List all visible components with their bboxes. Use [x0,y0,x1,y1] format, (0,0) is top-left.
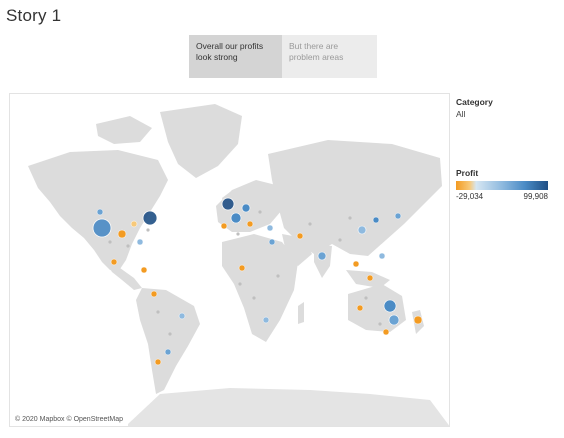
city-dot [156,310,160,314]
city-dot [126,244,130,248]
map-attribution[interactable]: © 2020 Mapbox © OpenStreetMap [15,416,123,423]
profit-mark-indonesia[interactable] [366,274,374,282]
land-madagascar [298,302,304,324]
profit-mark-italy[interactable] [246,220,254,228]
city-dot [108,240,112,244]
category-filter-value[interactable]: All [456,109,466,119]
profit-mark-new-zealand[interactable] [413,315,423,325]
story-point-1[interactable]: Overall our profits look strong [189,35,282,78]
profit-mark-china[interactable] [357,225,367,235]
city-dot [168,332,172,336]
city-dot [378,322,382,326]
world-map-svg [28,104,449,426]
land-india [314,244,332,278]
city-dot [364,296,368,300]
profit-mark-china-east[interactable] [372,216,380,224]
profit-mark-southeast-asia[interactable] [352,260,360,268]
land-africa [222,234,298,342]
land-australia [348,284,406,332]
city-dot [146,228,150,232]
category-filter[interactable]: Category All [456,97,493,119]
profit-mark-india[interactable] [317,251,327,261]
profit-mark-us-south[interactable] [136,238,144,246]
profit-mark-japan[interactable] [394,212,402,220]
land-antarctica [128,388,449,426]
story-title: Story 1 [6,6,62,25]
profit-mark-canada[interactable] [96,208,104,216]
land-south-america [136,288,200,394]
city-dot [258,210,262,214]
profit-mark-turkey[interactable] [266,224,274,232]
city-dot [236,232,240,236]
profit-mark-south-africa[interactable] [262,316,270,324]
profit-mark-egypt[interactable] [268,238,276,246]
city-dot [348,216,352,220]
profit-mark-france[interactable] [230,212,242,224]
profit-mark-us-central[interactable] [117,229,127,239]
profit-gradient-bar [456,181,548,190]
profit-legend-min: -29,034 [456,192,484,201]
profit-mark-australia-south[interactable] [388,314,400,326]
profit-mark-colombia[interactable] [150,290,158,298]
city-dot [308,222,312,226]
profit-mark-us-midwest[interactable] [130,220,138,228]
city-dot [252,296,256,300]
city-dot [338,238,342,242]
profit-mark-tasmania[interactable] [382,328,390,336]
land-greenland [160,104,242,178]
profit-mark-us-northeast[interactable] [142,210,158,226]
profit-mark-chile[interactable] [154,358,162,366]
profit-mark-us-west[interactable] [92,218,112,238]
profit-mark-philippines[interactable] [378,252,386,260]
city-dot [276,274,280,278]
profit-mark-uk[interactable] [221,197,235,211]
city-dot [238,282,242,286]
profit-legend-max: 99,908 [523,192,548,201]
city-dots [108,210,382,336]
profit-color-legend: Profit -29,034 99,908 [456,168,552,201]
profit-mark-argentina[interactable] [164,348,172,356]
category-filter-title: Category [456,97,493,107]
story-point-2[interactable]: But there are problem areas [282,35,377,78]
profit-mark-nigeria[interactable] [238,264,246,272]
land-arctic-islands [96,116,152,144]
land-central-america [106,262,142,290]
profit-mark-australia-east[interactable] [383,299,397,313]
land-arabia [282,234,312,266]
land-asia [268,140,442,256]
story-navigator: Overall our profits look strong But ther… [189,35,377,78]
profit-mark-iran[interactable] [296,232,304,240]
profit-mark-spain[interactable] [220,222,228,230]
profit-legend-title: Profit [456,168,479,178]
profit-mark-brazil[interactable] [178,312,186,320]
profit-mark-caribbean[interactable] [140,266,148,274]
profit-mark-mexico[interactable] [110,258,118,266]
profit-map[interactable]: © 2020 Mapbox © OpenStreetMap [9,93,450,427]
profit-mark-germany[interactable] [241,203,251,213]
profit-mark-australia-west[interactable] [356,304,364,312]
